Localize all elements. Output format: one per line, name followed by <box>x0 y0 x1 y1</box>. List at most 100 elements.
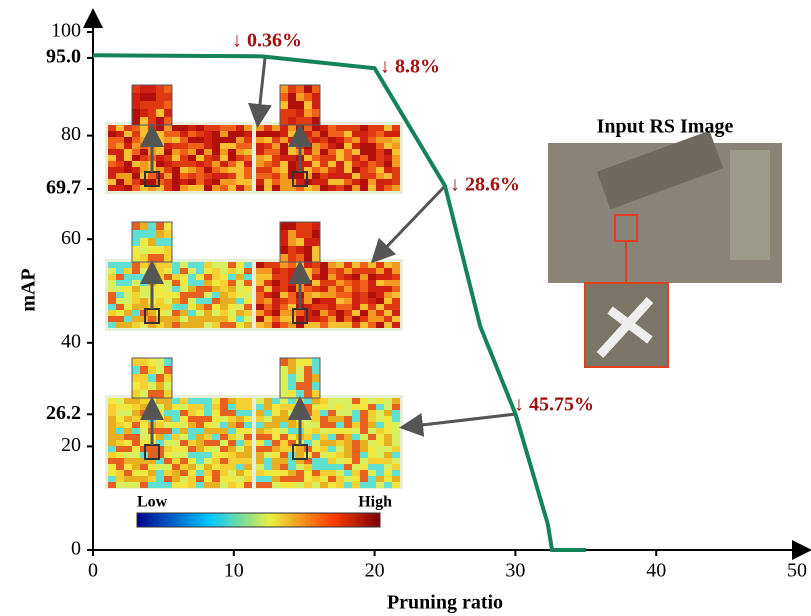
heatmap-cell <box>296 173 304 179</box>
heatmap-cell <box>328 262 336 268</box>
heatmap-cell <box>344 452 352 458</box>
heatmap-cell <box>196 476 204 482</box>
zoom-cell <box>312 358 320 366</box>
heatmap-cell <box>272 434 280 440</box>
zoom-cell <box>288 230 296 238</box>
heatmap-cell <box>212 131 220 137</box>
heatmap-cell <box>236 185 244 191</box>
heatmap-cell <box>116 428 124 434</box>
heatmap-cell <box>228 274 236 280</box>
heatmap-cell <box>312 440 320 446</box>
heatmap-cell <box>156 292 164 298</box>
heatmap-cell <box>312 416 320 422</box>
heatmap-cell <box>180 304 188 310</box>
heatmap-cell <box>204 416 212 422</box>
zoom-cell <box>280 238 288 246</box>
zoom-cell <box>132 238 140 246</box>
heatmap-cell <box>352 125 360 131</box>
heatmap-cell <box>132 476 140 482</box>
zoom-cell <box>132 246 140 254</box>
heatmap-cell <box>376 280 384 286</box>
zoom-cell <box>148 101 156 109</box>
heatmap-cell <box>264 185 272 191</box>
heatmap-cell <box>256 268 264 274</box>
heatmap-cell <box>360 452 368 458</box>
heatmap-cell <box>204 143 212 149</box>
heatmap-cell <box>376 304 384 310</box>
heatmap-cell <box>320 298 328 304</box>
zoom-cell <box>140 358 148 366</box>
heatmap-cell <box>272 262 280 268</box>
heatmap-cell <box>244 274 252 280</box>
heatmap-cell <box>320 185 328 191</box>
heatmap-cell <box>244 464 252 470</box>
heatmap-cell <box>264 316 272 322</box>
heatmap-cell <box>312 458 320 464</box>
heatmap-cell <box>280 280 288 286</box>
heatmap-cell <box>256 298 264 304</box>
heatmap-cell <box>156 428 164 434</box>
heatmap-cell <box>360 310 368 316</box>
heatmap-cell <box>220 428 228 434</box>
heatmap-cell <box>256 292 264 298</box>
heatmap-cell <box>228 440 236 446</box>
heatmap-cell <box>204 137 212 143</box>
zoom-cell <box>296 85 304 93</box>
heatmap-cell <box>328 268 336 274</box>
heatmap-cell <box>124 274 132 280</box>
heatmap-cell <box>148 173 156 179</box>
heatmap-cell <box>172 422 180 428</box>
heatmap-cell <box>164 298 172 304</box>
heatmap-cell <box>172 185 180 191</box>
heatmap-cell <box>244 292 252 298</box>
heatmap-cell <box>188 173 196 179</box>
heatmap-cell <box>304 149 312 155</box>
heatmap-cell <box>352 310 360 316</box>
heatmap-cell <box>320 274 328 280</box>
heatmap-cell <box>280 322 288 328</box>
heatmap-cell <box>236 322 244 328</box>
heatmap-cell <box>384 440 392 446</box>
decoration <box>105 85 403 489</box>
heatmap-cell <box>164 458 172 464</box>
heatmap-cell <box>392 274 400 280</box>
heatmap-cell <box>124 410 132 416</box>
heatmap-cell <box>360 131 368 137</box>
heatmap-cell <box>264 149 272 155</box>
heatmap-cell <box>196 428 204 434</box>
heatmap-cell <box>116 310 124 316</box>
heatmap-cell <box>344 322 352 328</box>
heatmap-cell <box>264 155 272 161</box>
heatmap-cell <box>228 298 236 304</box>
heatmap-cell <box>312 482 320 488</box>
heatmap-cell <box>344 185 352 191</box>
heatmap-cell <box>336 428 344 434</box>
heatmap-cell <box>384 434 392 440</box>
heatmap-cell <box>132 131 140 137</box>
heatmap-cell <box>328 298 336 304</box>
heatmap-cell <box>220 125 228 131</box>
heatmap-cell <box>312 422 320 428</box>
heatmap-cell <box>360 292 368 298</box>
heatmap-cell <box>164 125 172 131</box>
heatmap-cell <box>188 268 196 274</box>
heatmap-cell <box>272 416 280 422</box>
heatmap-cell <box>180 440 188 446</box>
zoom-cell <box>132 101 140 109</box>
heatmap-cell <box>132 137 140 143</box>
zoom-cell <box>156 238 164 246</box>
heatmap-cell <box>384 292 392 298</box>
heatmap-cell <box>204 434 212 440</box>
heatmap-cell <box>376 458 384 464</box>
heatmap-cell <box>132 428 140 434</box>
heatmap-cell <box>164 143 172 149</box>
zoom-cell <box>280 390 288 398</box>
annotation: ↓ 45.75% <box>514 394 594 416</box>
heatmap-cell <box>220 262 228 268</box>
heatmap-cell <box>212 173 220 179</box>
heatmap-cell <box>320 416 328 422</box>
annotation: ↓ 8.8% <box>380 56 440 78</box>
heatmap-cell <box>204 131 212 137</box>
zoom-cell <box>132 382 140 390</box>
pointer <box>405 414 516 427</box>
